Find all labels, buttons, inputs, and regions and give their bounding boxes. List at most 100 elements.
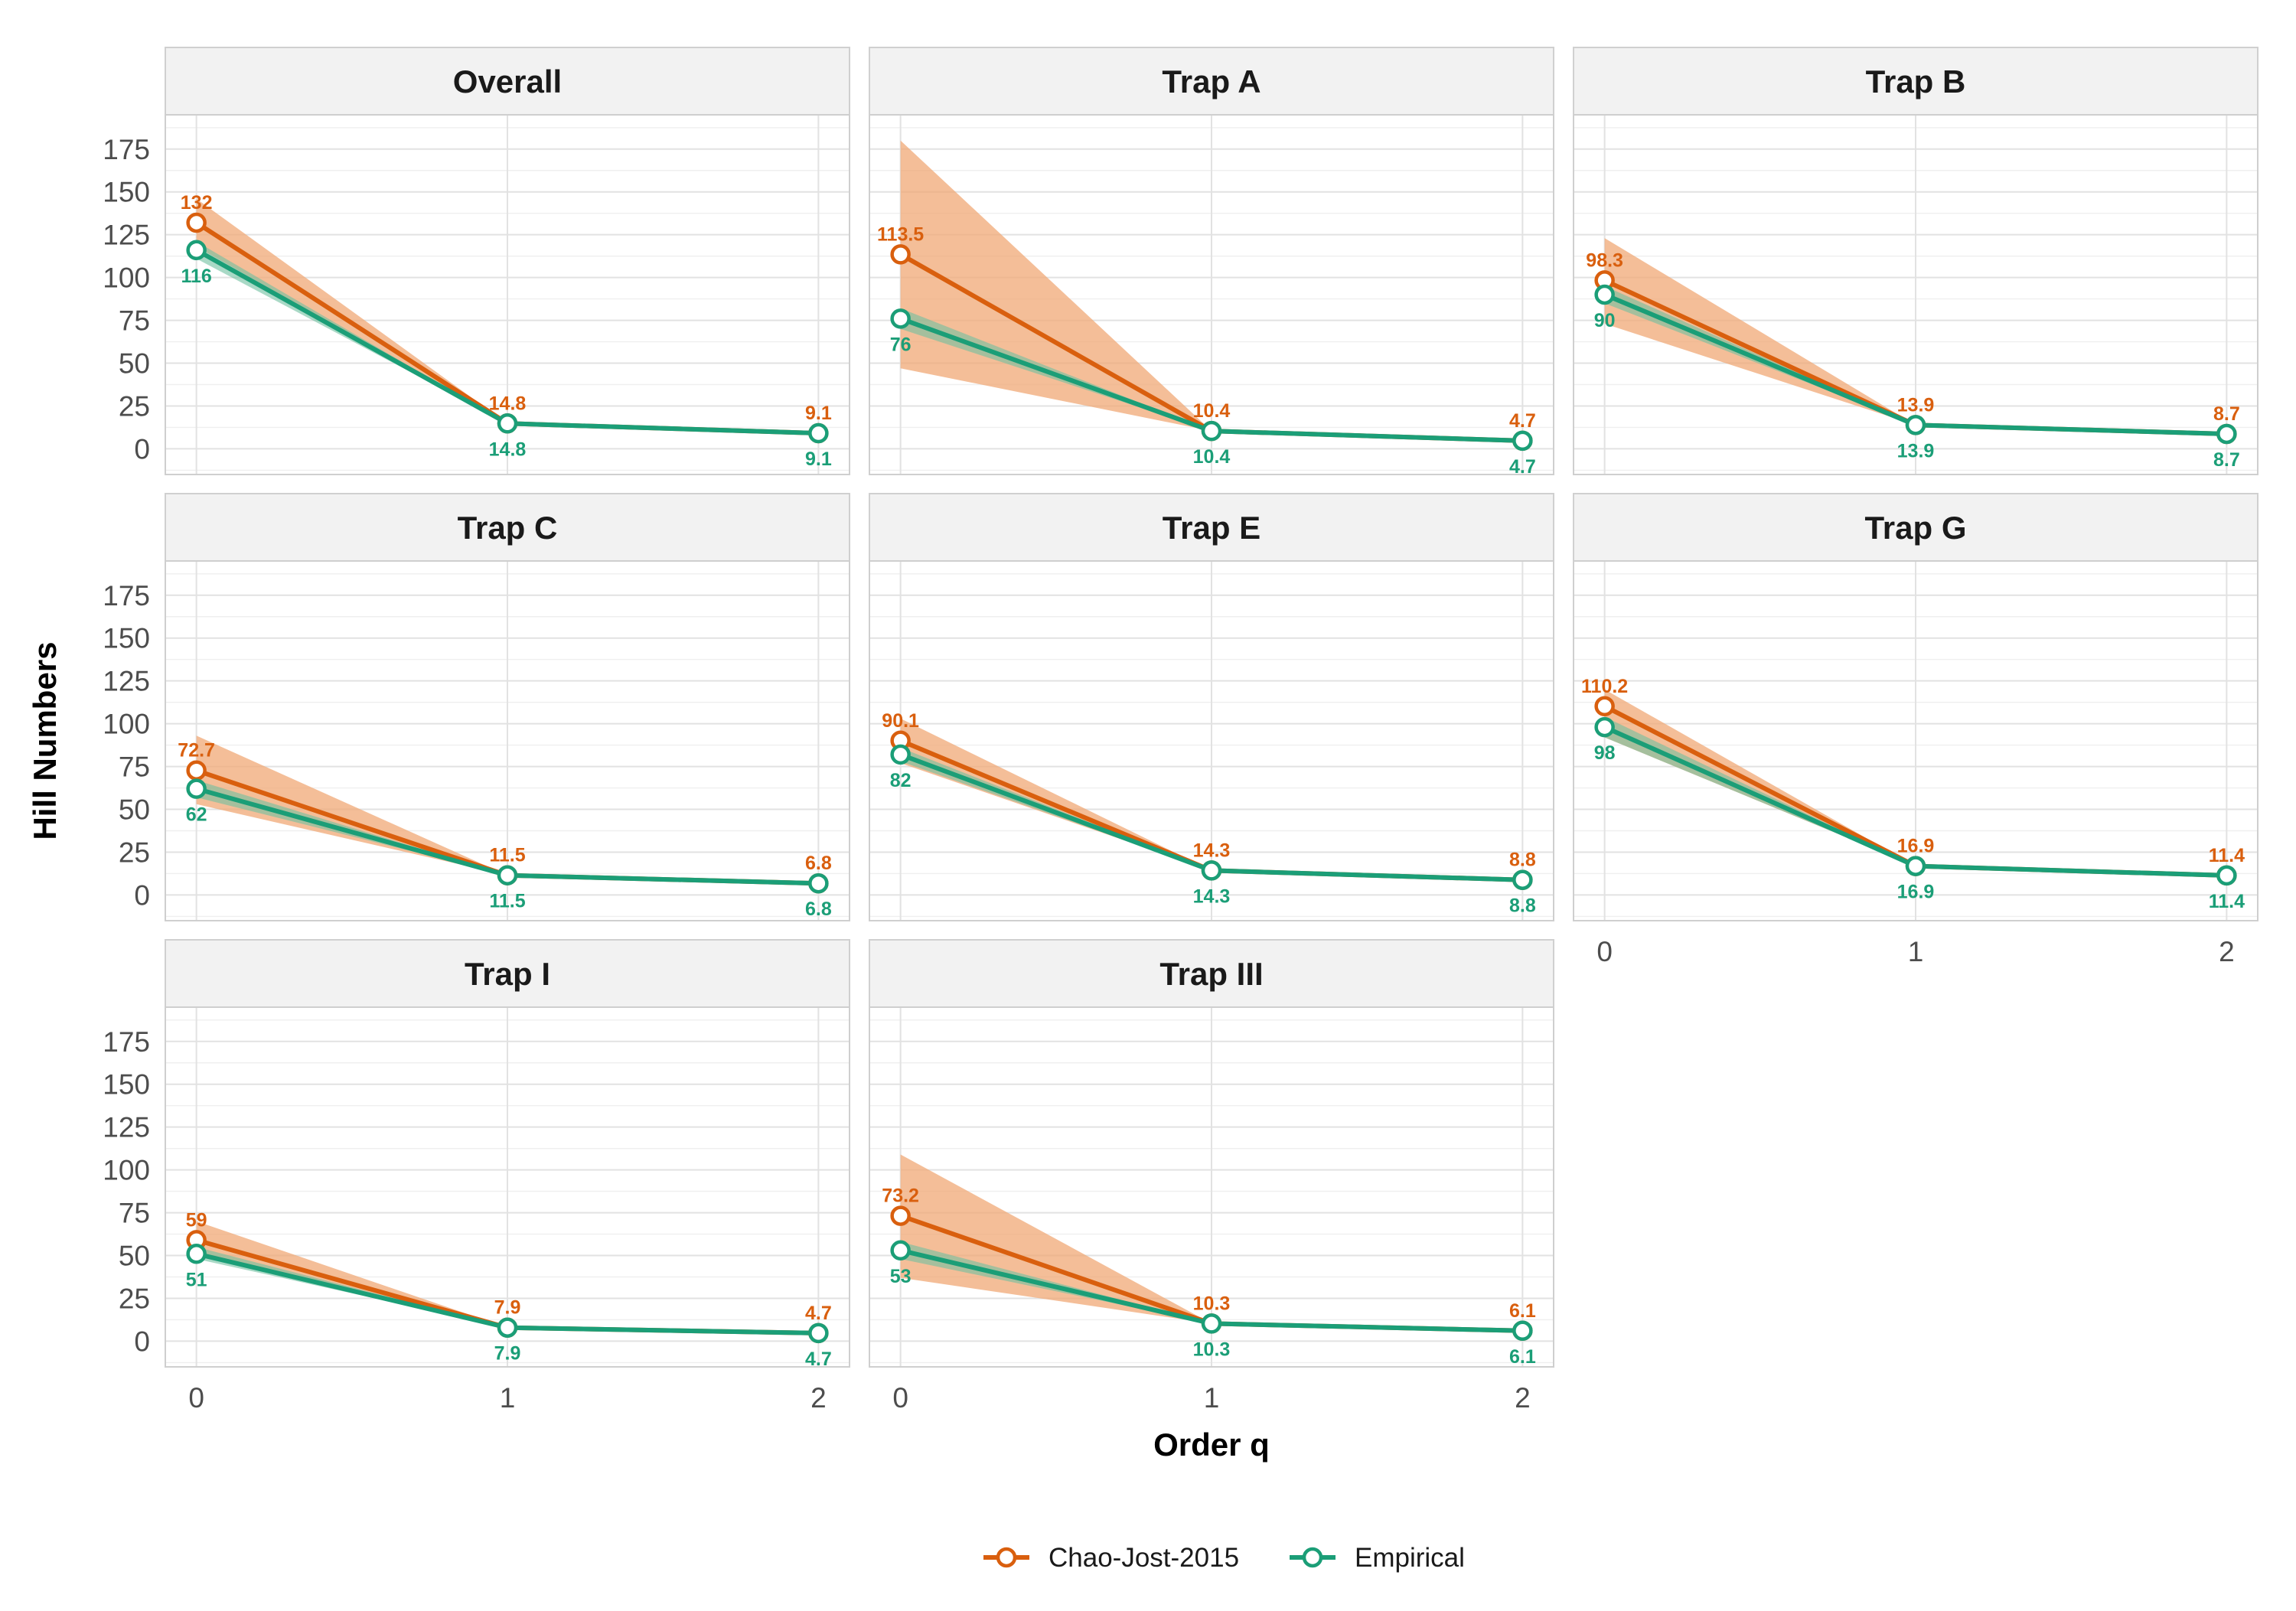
- y-tick-label: 75: [119, 1198, 150, 1229]
- data-label: 11.5: [489, 845, 525, 866]
- facet-strip: [869, 47, 1554, 116]
- data-label: 11.5: [489, 891, 525, 912]
- panel-border: [869, 1006, 1554, 1368]
- legend-key-point: [996, 1547, 1017, 1568]
- data-label: 7.9: [494, 1343, 521, 1365]
- data-label: 4.7: [1509, 410, 1536, 432]
- y-tick-label: 100: [103, 1155, 150, 1186]
- data-label: 10.4: [1193, 446, 1231, 468]
- data-label: 7.9: [494, 1297, 521, 1319]
- grid-lines: [165, 115, 850, 474]
- facet-title: Trap III: [1159, 956, 1263, 992]
- data-label: 6.8: [805, 898, 832, 920]
- data-label: 53: [890, 1266, 912, 1287]
- data-label: 90: [1594, 310, 1616, 331]
- facet-panel: Overall 132 14.8 9.1 116 14.8 9.1 0 25 50 75 100 125…: [103, 47, 850, 475]
- data-label: 82: [890, 770, 912, 791]
- data-label: 9.1: [805, 448, 832, 470]
- y-tick-label: 25: [119, 1283, 150, 1314]
- y-tick-label: 125: [103, 1112, 150, 1143]
- data-point: [1905, 415, 1926, 435]
- data-label: 98: [1594, 742, 1616, 764]
- data-label: 9.1: [805, 403, 832, 424]
- data-label: 59: [186, 1209, 207, 1231]
- data-point: [890, 1205, 911, 1226]
- panel-border: [1573, 114, 2258, 475]
- y-tick-label: 175: [103, 580, 150, 611]
- data-label: 6.1: [1509, 1346, 1536, 1368]
- facet-title: Trap G: [1864, 510, 1966, 546]
- y-tick-label: 150: [103, 623, 150, 654]
- x-tick-label: 0: [1596, 936, 1613, 967]
- x-tick-label: 2: [1515, 1382, 1531, 1414]
- facet-panel: Trap G 110.2 16.9 11.4 98 16.9 11.4 0 1 2: [1573, 493, 2258, 967]
- facet-strip: [869, 939, 1554, 1008]
- y-tick-label: 75: [119, 305, 150, 337]
- facet-title: Trap C: [458, 510, 558, 546]
- facet-title: Overall: [453, 64, 562, 99]
- data-label: 62: [186, 804, 207, 826]
- data-label: 14.3: [1193, 840, 1231, 861]
- panel-border: [165, 560, 850, 921]
- data-point: [186, 760, 207, 781]
- data-label: 10.3: [1193, 1293, 1231, 1314]
- facet-title: Trap I: [465, 956, 550, 992]
- y-tick-label: 150: [103, 177, 150, 208]
- data-label: 16.9: [1897, 882, 1935, 903]
- grid-lines: [165, 1007, 850, 1367]
- y-axis-title: Hill Numbers: [27, 641, 63, 840]
- facet-title: Trap E: [1163, 510, 1261, 546]
- data-label: 8.8: [1509, 895, 1536, 917]
- x-tick-label: 1: [500, 1382, 516, 1414]
- data-label: 73.2: [882, 1185, 919, 1207]
- facet-panel: Trap B 98.3 13.9 8.7 90 13.9 8.7: [1573, 47, 2258, 475]
- confidence-ribbon: [196, 735, 819, 884]
- data-point: [1512, 1320, 1533, 1342]
- y-tick-label: 150: [103, 1069, 150, 1101]
- y-tick-label: 0: [134, 879, 150, 911]
- data-label: 110.2: [1581, 676, 1628, 697]
- data-label: 98.3: [1586, 249, 1623, 271]
- data-label: 10.4: [1193, 400, 1231, 422]
- facet-strip: [1573, 47, 2258, 116]
- x-tick-label: 1: [1204, 1382, 1220, 1414]
- legend-label: Chao-Jost-2015: [1049, 1543, 1239, 1573]
- data-label: 11.4: [2209, 845, 2245, 866]
- data-point: [186, 212, 207, 233]
- data-label: 4.7: [805, 1303, 832, 1324]
- x-tick-label: 2: [2219, 936, 2235, 967]
- data-label: 8.7: [2213, 449, 2240, 471]
- data-label: 72.7: [178, 740, 215, 761]
- data-label: 76: [890, 334, 912, 355]
- panel-border: [869, 114, 1554, 475]
- grid-lines: [1574, 561, 2258, 921]
- facet-panel: Trap C 72.7 11.5 6.8 62 11.5 6.8 0 25 50 75 100 125 1…: [103, 493, 850, 921]
- data-point: [2216, 865, 2237, 886]
- x-axis-title: Order q: [1153, 1427, 1270, 1463]
- data-label: 14.3: [1193, 885, 1231, 907]
- data-point: [186, 240, 207, 261]
- facet-strip: [165, 493, 850, 562]
- confidence-ribbon: [900, 140, 1523, 441]
- data-point: [808, 872, 829, 894]
- y-tick-label: 100: [103, 263, 150, 294]
- data-label: 13.9: [1897, 394, 1935, 416]
- legend: Chao-Jost-2015 Empirical: [983, 1543, 1465, 1573]
- data-point: [890, 744, 911, 765]
- data-label: 6.8: [805, 853, 832, 874]
- facet-strip: [165, 939, 850, 1008]
- data-label: 116: [181, 266, 211, 287]
- data-point: [497, 1317, 518, 1338]
- x-tick-label: 0: [892, 1382, 908, 1414]
- data-point: [1512, 430, 1533, 452]
- data-label: 14.8: [489, 393, 527, 414]
- y-tick-label: 25: [119, 390, 150, 422]
- facet-title: Trap A: [1162, 64, 1261, 99]
- data-point: [890, 308, 911, 329]
- facet-strip: [1573, 493, 2258, 562]
- data-point: [1594, 284, 1615, 305]
- data-point: [2216, 423, 2237, 445]
- x-tick-label: 0: [188, 1382, 204, 1414]
- data-label: 6.1: [1509, 1300, 1536, 1322]
